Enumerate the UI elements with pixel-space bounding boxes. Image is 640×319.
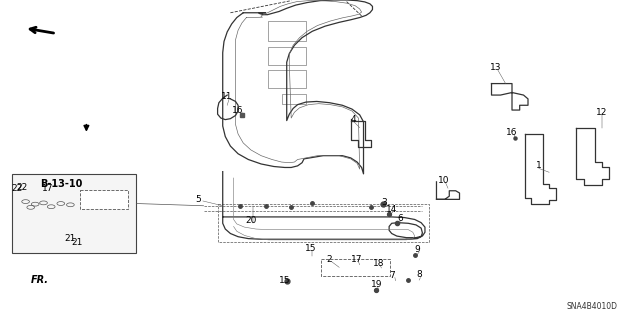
Text: 11: 11 [221, 92, 233, 101]
Bar [218, 204, 429, 242]
Text: 17: 17 [351, 255, 363, 263]
Text: 12: 12 [596, 108, 607, 117]
Bar [12, 174, 136, 253]
Text: B-13-10: B-13-10 [40, 179, 82, 189]
Text: 3: 3 [381, 198, 387, 207]
Text: 15: 15 [305, 244, 316, 253]
Bar [268, 70, 306, 88]
Text: 2: 2 [327, 255, 332, 263]
Text: 22: 22 [16, 183, 28, 192]
Text: 10: 10 [438, 176, 450, 185]
Text: 1: 1 [536, 161, 541, 170]
Text: 18: 18 [373, 259, 385, 268]
Text: 16: 16 [232, 106, 244, 115]
Bar [282, 94, 306, 104]
Text: 8: 8 [417, 271, 422, 279]
Text: 4: 4 [351, 115, 356, 124]
Bar [321, 259, 390, 276]
Text: 21: 21 [65, 234, 76, 243]
Text: 22: 22 [11, 184, 22, 193]
Text: 14: 14 [386, 205, 397, 214]
Text: 21: 21 [72, 238, 83, 247]
Text: FR.: FR. [31, 275, 49, 285]
Text: 9: 9 [415, 245, 420, 254]
Bar [268, 47, 306, 65]
Text: 15: 15 [279, 276, 291, 285]
Text: 20: 20 [245, 216, 257, 225]
Text: 5: 5 [196, 195, 201, 204]
Text: 16: 16 [506, 128, 518, 137]
Text: 6: 6 [398, 214, 403, 223]
Text: 19: 19 [371, 280, 382, 289]
Text: SNA4B4010D: SNA4B4010D [566, 302, 618, 311]
Bar [80, 190, 128, 209]
Text: 17: 17 [42, 184, 53, 193]
Text: 13: 13 [490, 63, 502, 72]
Bar [268, 21, 306, 41]
Text: 7: 7 [389, 271, 394, 280]
